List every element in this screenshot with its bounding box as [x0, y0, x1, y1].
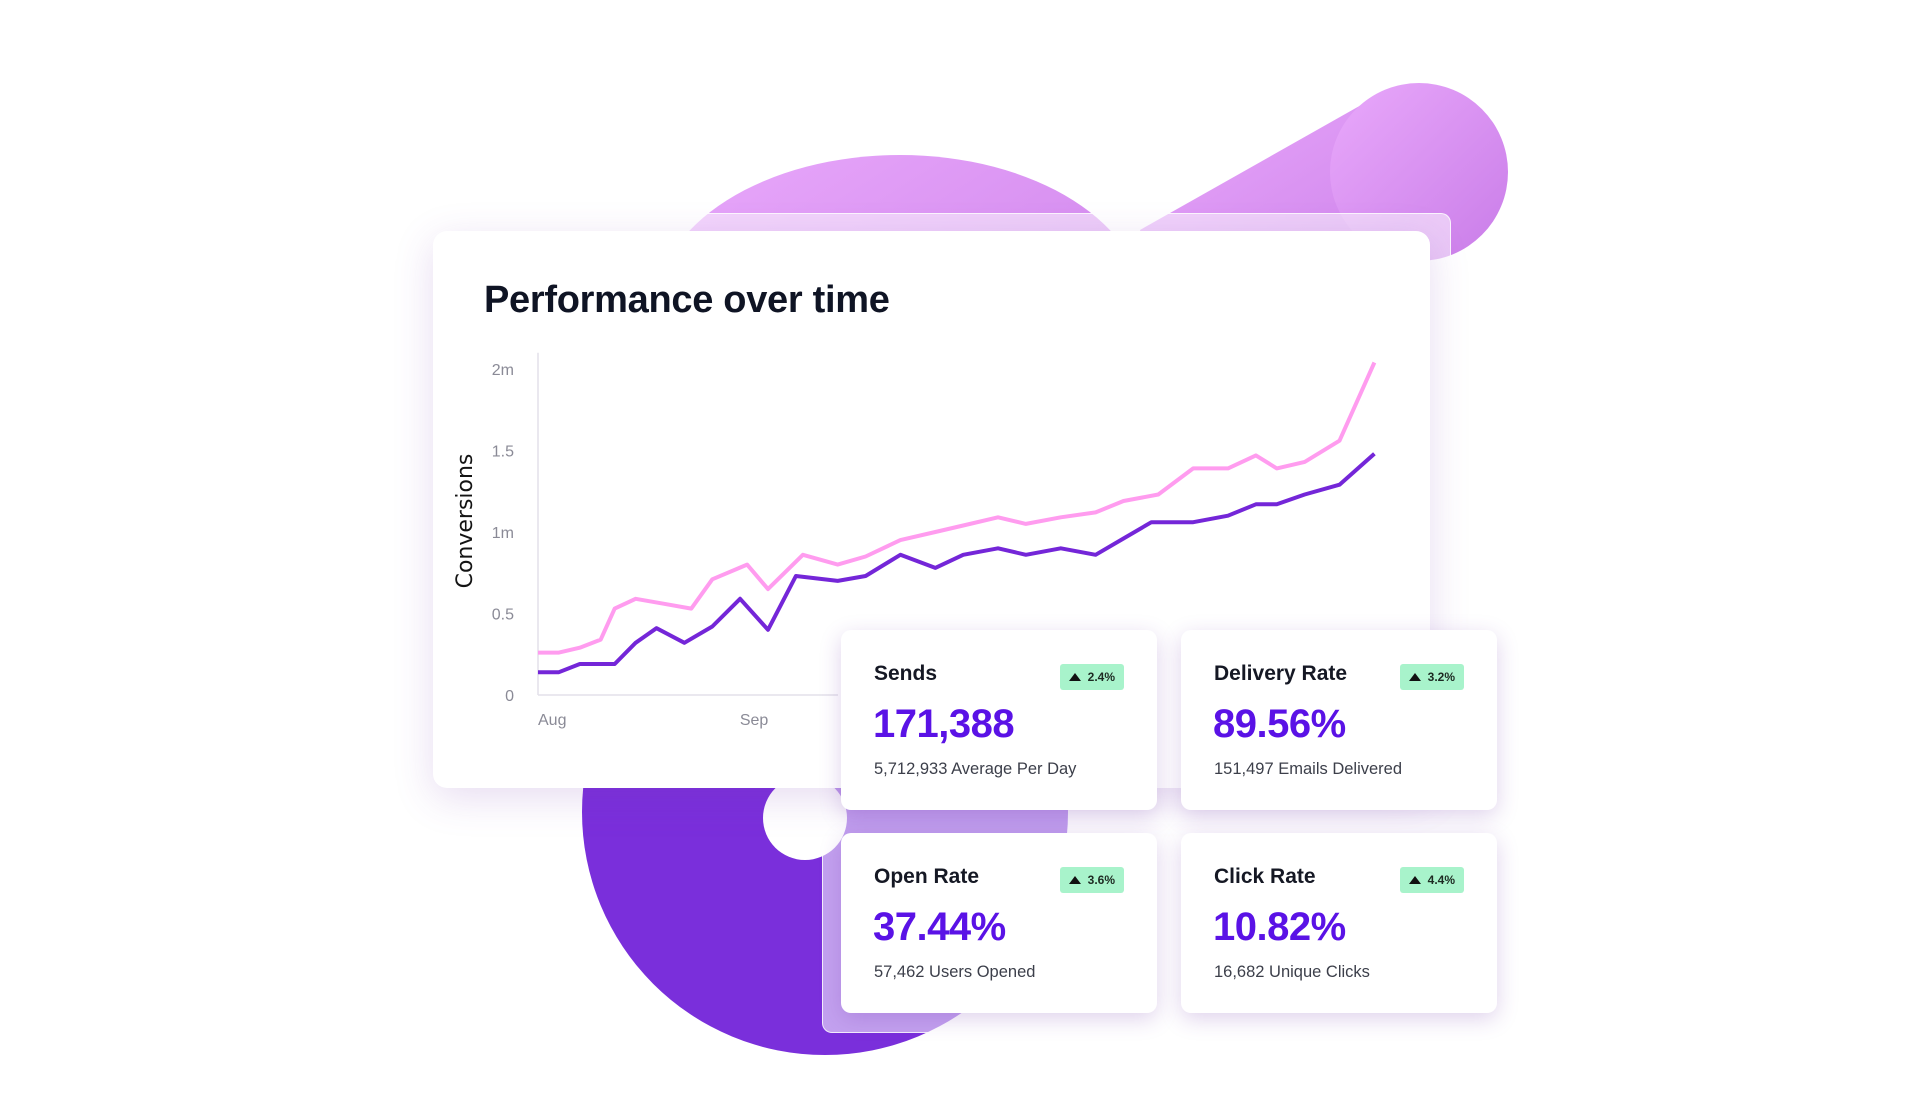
- y-tick-label: 1m: [492, 525, 514, 542]
- change-value: 3.6%: [1087, 873, 1115, 887]
- stat-subtext: 5,712,933 Average Per Day: [874, 760, 1077, 778]
- y-tick-label: 1.5: [492, 444, 514, 461]
- stat-value: 171,388: [873, 702, 1015, 746]
- stat-subtext: 57,462 Users Opened: [874, 963, 1036, 981]
- stat-title: Sends: [874, 662, 938, 685]
- stat-card-click-rate: Click Rate 4.4% 10.82% 16,682 Unique Clicks: [1181, 833, 1497, 1013]
- stat-card-delivery-rate: Delivery Rate 3.2% 89.56% 151,497 Emails De…: [1181, 630, 1497, 810]
- change-badge: 3.2%: [1399, 664, 1464, 690]
- change-badge: 3.6%: [1059, 867, 1124, 893]
- change-value: 2.4%: [1087, 670, 1115, 684]
- stat-value: 37.44%: [873, 905, 1006, 949]
- y-axis-label: Conversions: [453, 454, 478, 589]
- stat-card-sends: Sends 2.4% 171,388 5,712,933 Average Per Da…: [841, 630, 1157, 810]
- line-chart: 0 0.5 1m 1.5 2m Aug Sep Conversions: [453, 352, 1377, 729]
- stat-subtext: 16,682 Unique Clicks: [1214, 963, 1370, 981]
- stat-value: 89.56%: [1213, 702, 1346, 746]
- change-badge: 4.4%: [1399, 867, 1464, 893]
- triangle-up-icon: [1068, 673, 1081, 681]
- y-tick-label: 0.5: [492, 607, 514, 624]
- change-value: 4.4%: [1427, 873, 1455, 887]
- y-tick-label: 0: [505, 688, 514, 705]
- series-line-1: [538, 361, 1377, 655]
- stat-title: Open Rate: [874, 865, 980, 888]
- stat-card-open-rate: Open Rate 3.6% 37.44% 57,462 Users Opened: [841, 833, 1157, 1013]
- y-tick-label: 2m: [492, 362, 514, 379]
- stat-title: Click Rate: [1214, 865, 1316, 888]
- x-tick-label: Aug: [538, 712, 566, 729]
- stat-value: 10.82%: [1213, 905, 1346, 949]
- x-tick-label: Sep: [740, 712, 769, 729]
- series-line-2: [538, 452, 1376, 675]
- change-badge: 2.4%: [1059, 664, 1124, 690]
- stat-title: Delivery Rate: [1214, 662, 1348, 685]
- stat-subtext: 151,497 Emails Delivered: [1214, 760, 1403, 778]
- chart-title: Performance over time: [484, 279, 890, 321]
- triangle-up-icon: [1068, 876, 1081, 884]
- change-value: 3.2%: [1427, 670, 1455, 684]
- triangle-up-icon: [1408, 876, 1421, 884]
- triangle-up-icon: [1408, 673, 1421, 681]
